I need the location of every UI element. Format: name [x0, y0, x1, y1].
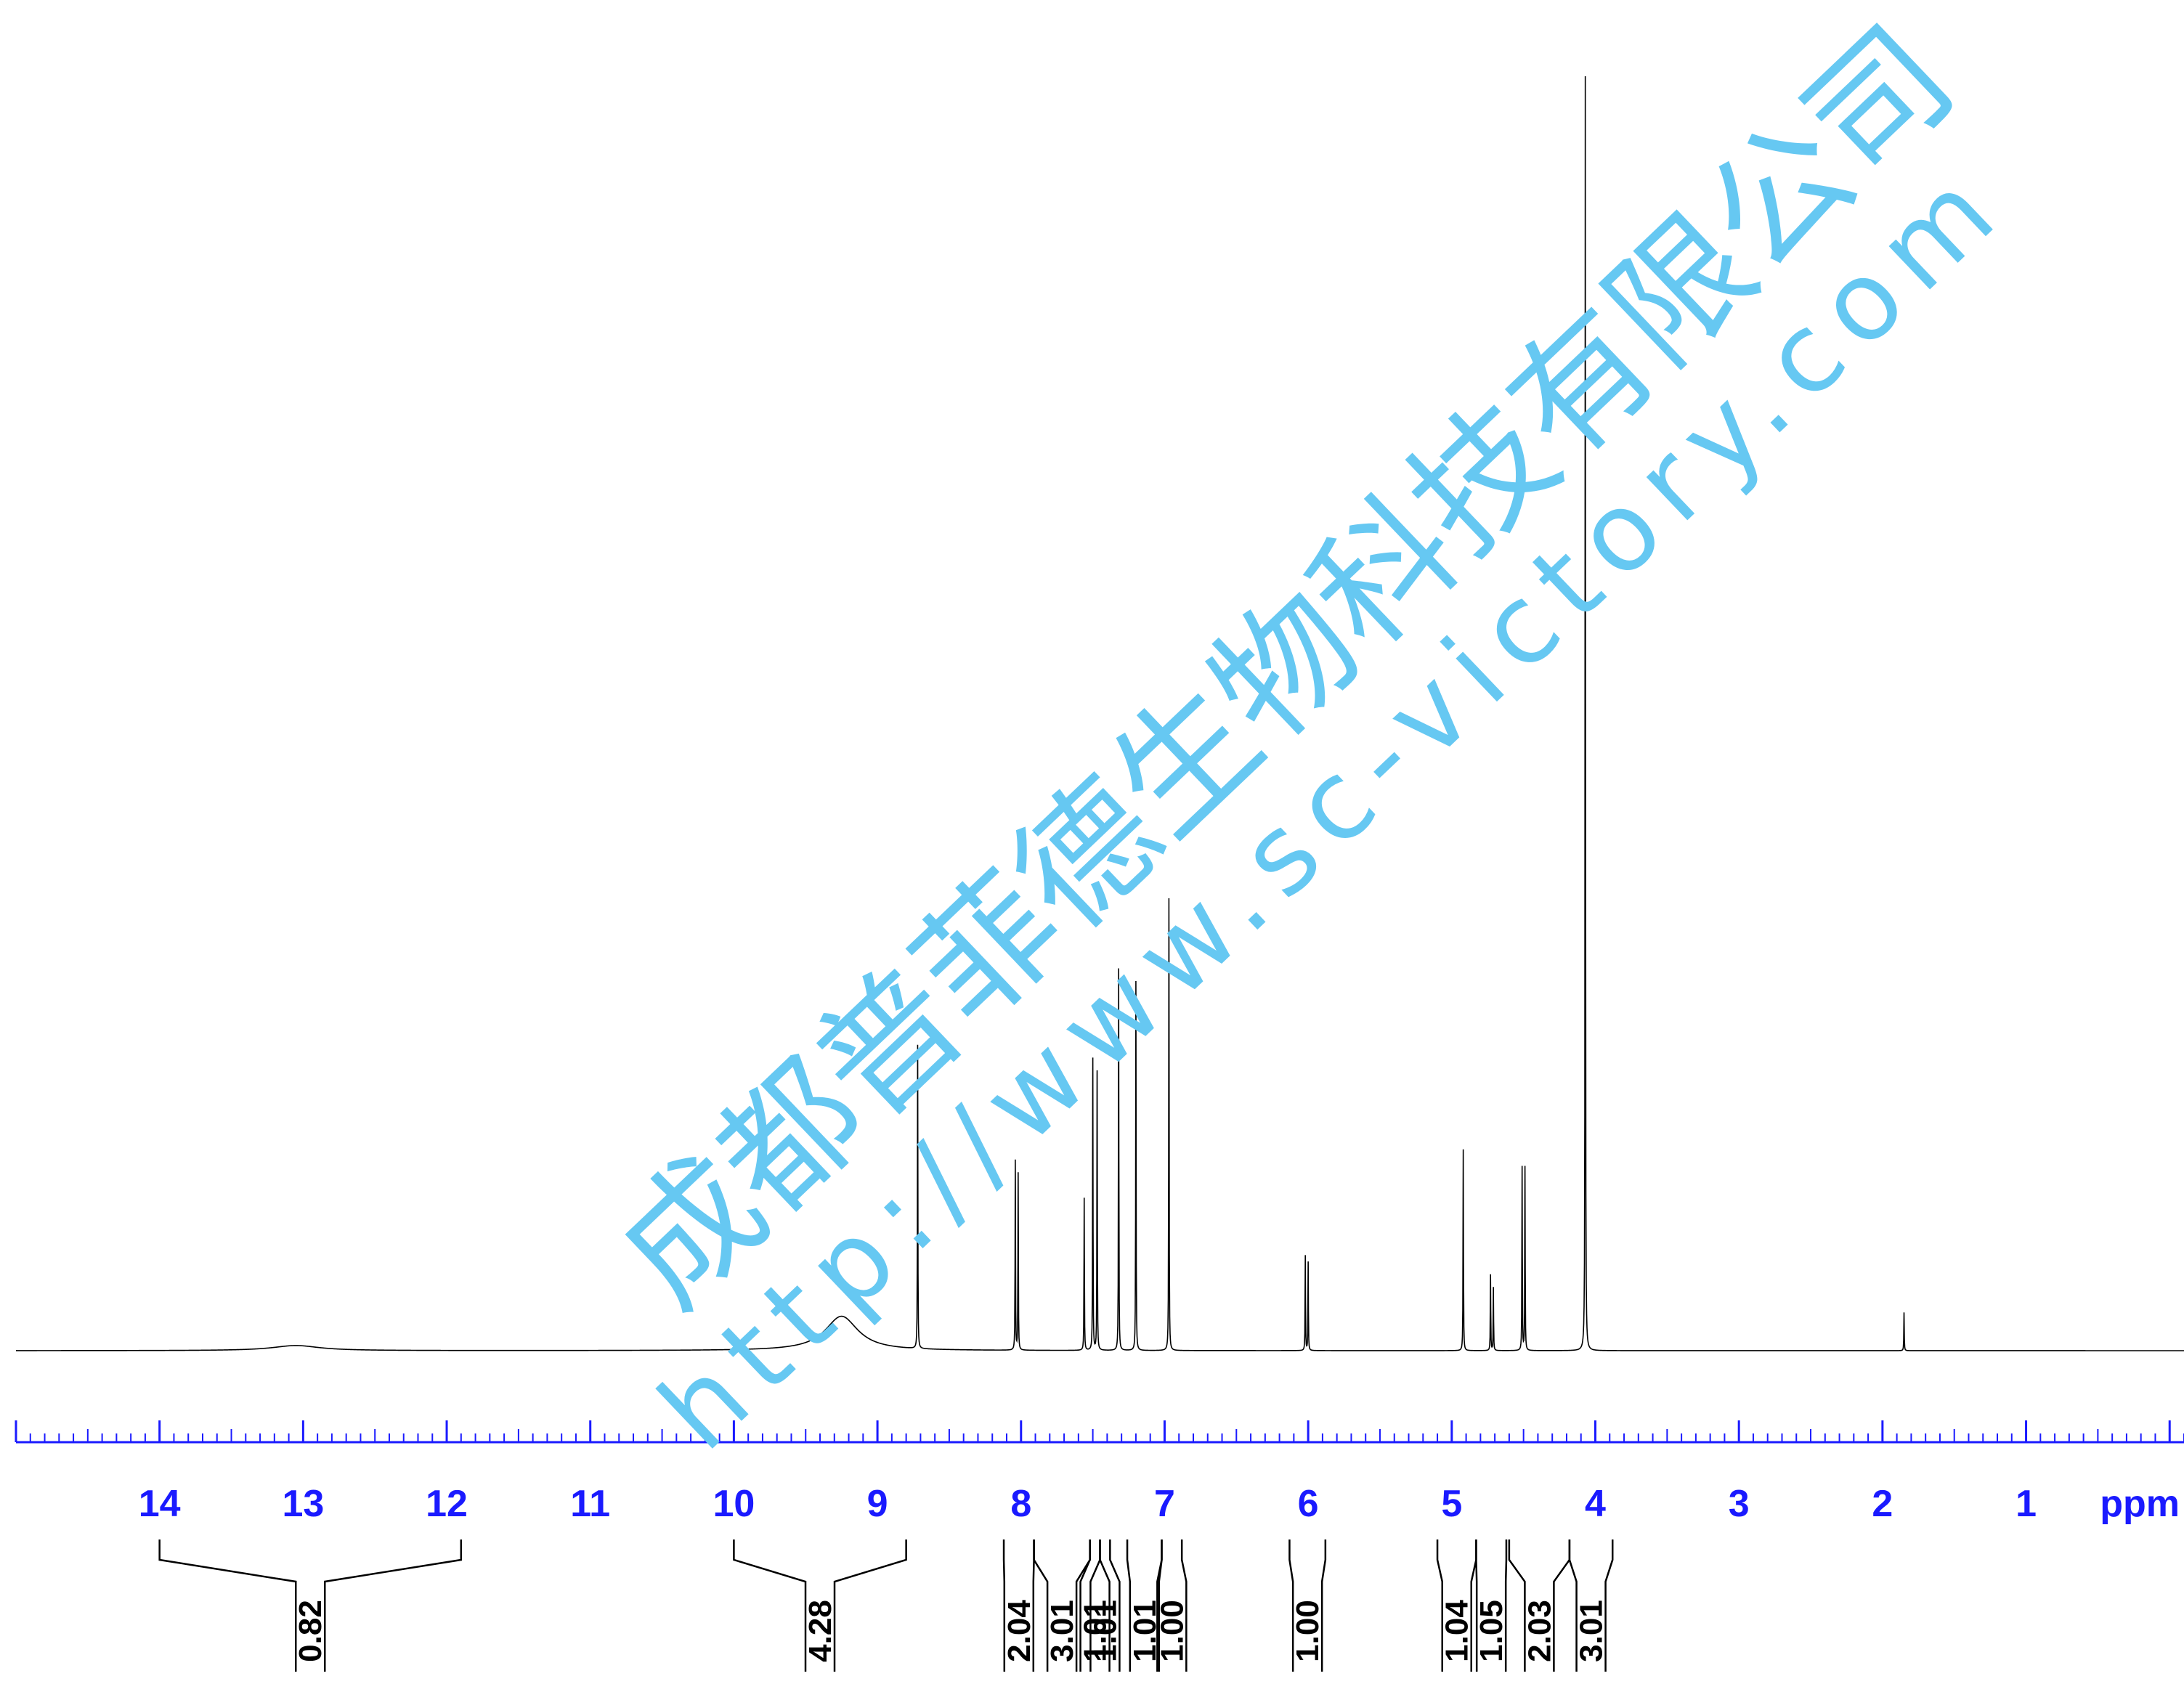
watermark: 成都普菲德生物科技有限公司 http://www.sc-victory.com	[588, 0, 2029, 1474]
integral-value: 1.00	[1154, 1600, 1190, 1662]
integral-bracket: 2.04	[1002, 1539, 1037, 1672]
watermark-company-text: 成都普菲德生物科技有限公司	[588, 0, 1984, 1336]
integral-value: 2.03	[1522, 1600, 1557, 1662]
tick-label: 6	[1298, 1483, 1319, 1525]
integral-bracket: 1.01	[1087, 1539, 1123, 1672]
watermark-url-text: http://www.sc-victory.com	[636, 139, 2029, 1474]
integral-value: 0.82	[293, 1600, 328, 1662]
tick-label: 8	[1010, 1483, 1031, 1525]
integral-bracket: 3.01	[1033, 1539, 1091, 1672]
integral-bracket: 1.00	[1288, 1539, 1327, 1672]
tick-label: 14	[139, 1483, 181, 1525]
integral-layer: 0.82 4.28 2.04 3.011.011.01 1.011.00 1.00 1.04…	[158, 1539, 1614, 1672]
integral-value: 3.01	[1044, 1600, 1080, 1662]
integral-bracket-line	[158, 1539, 463, 1672]
tick-label: 5	[1441, 1483, 1462, 1525]
tick-label: 9	[867, 1483, 888, 1525]
tick-label: 11	[570, 1483, 610, 1525]
integral-bracket-line	[1288, 1539, 1327, 1672]
axis-unit-label: ppm	[2100, 1483, 2180, 1525]
integral-value: 3.01	[1574, 1600, 1609, 1662]
integral-bracket: 1.05	[1474, 1539, 1509, 1672]
integral-bracket: 1.00	[1154, 1539, 1190, 1672]
integral-value: 4.28	[803, 1600, 838, 1662]
integral-bracket-line	[1156, 1539, 1188, 1672]
integral-value: 1.05	[1474, 1600, 1509, 1662]
ppm-axis: 14 13 12 11 10 9 8 7 6 5 4 3 2 1	[15, 1420, 2184, 1525]
integral-bracket: 1.04	[1436, 1539, 1477, 1672]
integral-bracket-line	[1089, 1539, 1121, 1672]
integral-bracket: 4.28	[733, 1539, 907, 1672]
integral-value: 1.01	[1087, 1600, 1123, 1662]
integral-bracket-line	[1568, 1539, 1614, 1672]
integral-bracket-line	[733, 1539, 907, 1672]
tick-label: 7	[1154, 1483, 1175, 1525]
tick-label: 12	[426, 1483, 468, 1525]
tick-label: 13	[282, 1483, 324, 1525]
integral-value: 2.04	[1002, 1600, 1037, 1662]
integral-value: 1.00	[1290, 1600, 1326, 1662]
integral-bracket: 2.03	[1508, 1539, 1571, 1672]
tick-label: 3	[1729, 1483, 1750, 1525]
tick-label: 4	[1585, 1483, 1606, 1525]
integral-bracket: 3.01	[1568, 1539, 1614, 1672]
spectrum-layer	[16, 76, 2184, 1351]
tick-label: 1	[2015, 1483, 2037, 1525]
integral-value: 1.01	[1078, 1600, 1113, 1662]
tick-label: 10	[713, 1483, 755, 1525]
tick-label: 2	[1872, 1483, 1893, 1525]
spectrum-trace	[16, 76, 2184, 1351]
integral-bracket: 0.82	[158, 1539, 463, 1672]
integral-bracket-line	[1475, 1539, 1508, 1672]
integral-value: 1.04	[1440, 1600, 1475, 1662]
